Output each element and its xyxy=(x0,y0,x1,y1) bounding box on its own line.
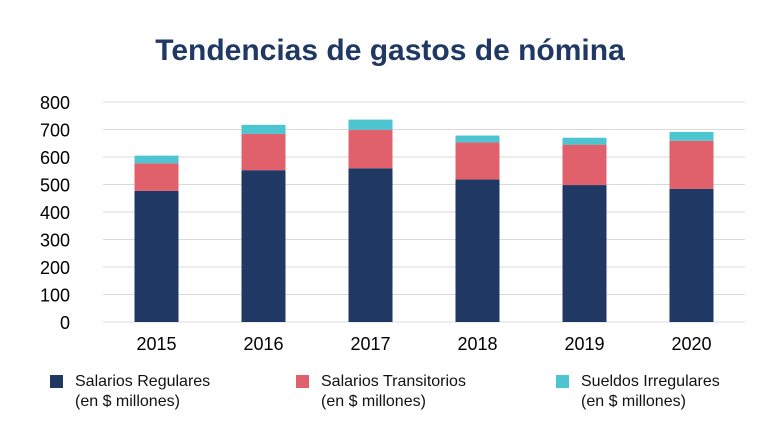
bar-segment-2017-series-3 xyxy=(348,119,393,130)
bar-segment-2015-series-3 xyxy=(134,155,179,164)
chart-legend: Salarios Regulares (en $ millones) Salari… xyxy=(0,372,780,422)
y-tick-label: 300 xyxy=(40,231,70,251)
y-tick-label: 800 xyxy=(40,93,70,113)
x-tick-label: 2015 xyxy=(136,334,176,354)
x-tick-label: 2019 xyxy=(564,334,604,354)
legend-item: Salarios Transitorios (en $ millones) xyxy=(296,372,466,412)
bar-segment-2017-series-1 xyxy=(348,168,393,322)
bar-segment-2020-series-3 xyxy=(669,131,714,141)
legend-swatch xyxy=(296,375,309,388)
legend-label: Sueldos Irregulares (en $ millones) xyxy=(581,373,720,410)
bar-segment-2018-series-2 xyxy=(455,142,500,180)
bar-segment-2020-series-1 xyxy=(669,188,714,322)
chart-title: Tendencias de gastos de nómina xyxy=(155,34,625,67)
bar-segment-2018-series-3 xyxy=(455,135,500,143)
y-tick-label: 400 xyxy=(40,203,70,223)
y-tick-label: 200 xyxy=(40,258,70,278)
y-tick-label: 700 xyxy=(40,121,70,141)
bar-segment-2016-series-1 xyxy=(241,170,286,322)
x-tick-label: 2016 xyxy=(243,334,283,354)
x-tick-label: 2020 xyxy=(671,334,711,354)
bar-segment-2018-series-1 xyxy=(455,179,500,322)
bar-segment-2015-series-2 xyxy=(134,163,179,191)
bar-segment-2015-series-1 xyxy=(134,190,179,322)
bar-segment-2017-series-2 xyxy=(348,129,393,169)
y-tick-label: 600 xyxy=(40,148,70,168)
stacked-bar-chart: 0 100 200 300 400 500 600 700 800 2015 2016 2017 201… xyxy=(40,93,745,354)
legend-item: Salarios Regulares (en $ millones) xyxy=(50,372,210,412)
legend-label: Salarios Regulares (en $ millones) xyxy=(75,373,211,410)
bar-segment-2020-series-2 xyxy=(669,140,714,189)
y-tick-label: 0 xyxy=(60,313,70,333)
bar-segment-2019-series-1 xyxy=(562,185,607,322)
legend-label: Salarios Transitorios (en $ millones) xyxy=(321,373,466,410)
legend-swatch xyxy=(50,375,63,388)
bar-segment-2016-series-3 xyxy=(241,124,286,134)
legend-item: Sueldos Irregulares (en $ millones) xyxy=(556,372,720,412)
bar-segment-2019-series-2 xyxy=(562,144,607,186)
bar-segment-2019-series-3 xyxy=(562,137,607,145)
legend-swatch xyxy=(556,375,569,388)
y-tick-label: 100 xyxy=(40,286,70,306)
y-tick-label: 500 xyxy=(40,176,70,196)
x-tick-label: 2018 xyxy=(457,334,497,354)
x-tick-label: 2017 xyxy=(350,334,390,354)
bar-segment-2016-series-2 xyxy=(241,133,286,171)
